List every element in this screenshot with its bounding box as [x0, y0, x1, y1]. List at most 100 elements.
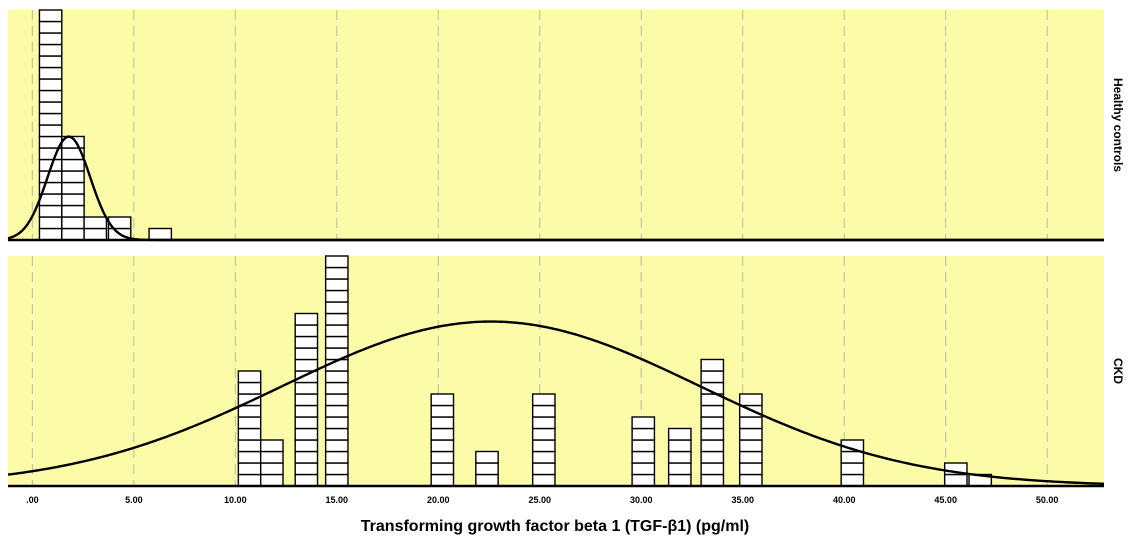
case-box	[475, 462, 499, 476]
x-axis-tick-labels: .00 5.00 10.00 15.00 20.00 25.00 30.00 35.00 40.…	[26, 495, 1058, 505]
case-box	[294, 312, 319, 326]
case-box	[324, 462, 349, 476]
case-box	[38, 101, 63, 115]
case-box	[324, 450, 349, 464]
histogram-bar	[83, 216, 108, 241]
case-box	[475, 450, 499, 464]
case-box	[61, 227, 85, 241]
case-box	[38, 193, 63, 207]
case-box	[324, 404, 349, 418]
case-box	[631, 462, 656, 476]
case-box	[324, 324, 349, 338]
x-tick-label: 45.00	[934, 495, 957, 505]
case-box	[38, 78, 63, 92]
case-box	[237, 439, 262, 453]
case-box	[61, 181, 85, 195]
case-box	[631, 427, 656, 441]
case-box	[294, 347, 319, 361]
case-box	[61, 193, 85, 207]
case-box	[237, 462, 262, 476]
case-box	[294, 462, 319, 476]
histogram-bar	[61, 135, 85, 241]
case-box	[38, 89, 63, 103]
x-tick-label: .00	[26, 495, 39, 505]
histogram-bar	[700, 358, 725, 487]
case-box	[324, 312, 349, 326]
case-box	[294, 393, 319, 407]
case-box	[38, 227, 63, 241]
case-box	[631, 416, 656, 430]
case-box	[430, 393, 455, 407]
case-box	[38, 66, 63, 80]
histogram-bar	[631, 416, 656, 487]
case-box	[700, 404, 725, 418]
case-box	[38, 170, 63, 184]
case-box	[430, 416, 455, 430]
case-box	[430, 427, 455, 441]
case-box	[700, 427, 725, 441]
case-box	[324, 289, 349, 303]
histogram-bar	[475, 450, 499, 487]
case-box	[943, 473, 968, 487]
x-tick-label: 50.00	[1036, 495, 1059, 505]
case-box	[430, 404, 455, 418]
panel-label-ckd: CKD	[1111, 358, 1125, 384]
case-box	[237, 416, 262, 430]
case-box	[700, 462, 725, 476]
case-box	[294, 358, 319, 372]
case-box	[324, 473, 349, 487]
case-box	[237, 393, 262, 407]
case-box	[237, 370, 262, 384]
case-box	[531, 404, 556, 418]
case-box	[61, 170, 85, 184]
case-box	[631, 439, 656, 453]
case-box	[430, 439, 455, 453]
case-box	[259, 473, 284, 487]
case-box	[667, 439, 692, 453]
case-box	[667, 462, 692, 476]
case-box	[237, 450, 262, 464]
histogram-bar	[667, 427, 692, 487]
case-box	[738, 427, 763, 441]
case-box	[294, 427, 319, 441]
case-box	[430, 473, 455, 487]
case-box	[631, 473, 656, 487]
case-box	[38, 204, 63, 218]
case-box	[738, 450, 763, 464]
histogram-bar	[237, 370, 262, 487]
x-tick-label: 30.00	[630, 495, 653, 505]
case-box	[667, 450, 692, 464]
case-box	[840, 462, 865, 476]
case-box	[324, 416, 349, 430]
case-box	[38, 32, 63, 46]
x-tick-label: 40.00	[833, 495, 856, 505]
case-box	[259, 462, 284, 476]
histogram-bar	[324, 255, 349, 487]
case-box	[531, 462, 556, 476]
x-tick-label: 25.00	[528, 495, 551, 505]
histogram-bar	[943, 462, 968, 487]
case-box	[700, 450, 725, 464]
case-box	[667, 427, 692, 441]
case-box	[531, 439, 556, 453]
histogram-bar	[430, 393, 455, 487]
histogram-bar	[294, 312, 319, 487]
case-box	[294, 335, 319, 349]
case-box	[430, 462, 455, 476]
case-box	[324, 393, 349, 407]
case-box	[61, 216, 85, 230]
case-box	[83, 216, 108, 230]
case-box	[294, 404, 319, 418]
x-tick-label: 35.00	[731, 495, 754, 505]
panel-background	[8, 10, 1104, 241]
x-tick-label: 10.00	[224, 495, 247, 505]
case-box	[324, 278, 349, 292]
case-box	[700, 473, 725, 487]
case-box	[531, 473, 556, 487]
case-box	[738, 473, 763, 487]
case-box	[943, 462, 968, 476]
case-box	[324, 301, 349, 315]
case-box	[324, 335, 349, 349]
case-box	[237, 404, 262, 418]
case-box	[475, 473, 499, 487]
